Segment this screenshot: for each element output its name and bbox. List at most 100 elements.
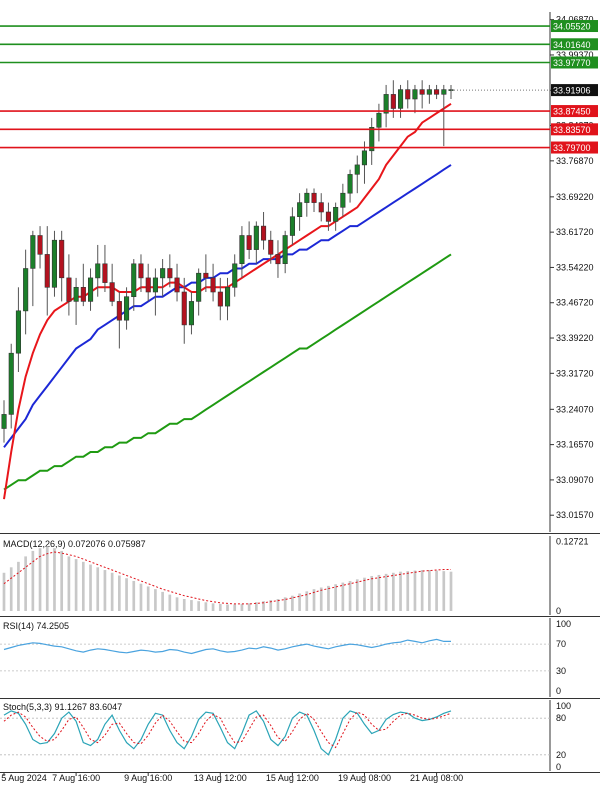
candle-body [333,207,339,222]
candle-body [433,89,440,95]
price-tick-label: 34.06870 [556,15,594,25]
candle-body [210,277,216,293]
candle-body [325,211,332,222]
candle-body [102,263,108,283]
macd-signal-line [3,551,451,605]
price-tick-label: 33.24070 [556,404,594,414]
current-price-value: 33.91906 [553,86,591,96]
support-level-tag [551,105,598,118]
candle-body [80,286,86,302]
candle-body [275,254,281,265]
stoch-axis-label: 100 [556,701,571,711]
current-price-tag [551,84,598,97]
candle-body [145,277,151,293]
price-tick-label: 33.54220 [556,262,594,272]
resistance-level-tag [551,20,598,33]
candle-body [405,89,411,100]
candle-body [1,414,7,429]
candle-body [167,268,173,279]
candle-body [44,254,50,288]
support-level-tag [551,141,598,154]
candle-body [95,263,101,279]
price-tick-label: 33.31720 [556,368,594,378]
candle-body [73,286,79,302]
price-tick-label: 33.69220 [556,192,594,202]
stoch-axis-label: 20 [556,750,566,760]
candle-body [51,239,58,288]
macd-label: MACD(12,26,9) 0.072076 0.075987 [3,539,146,549]
candle-body [160,268,166,279]
candle-body [196,272,202,302]
candle-body [304,192,310,203]
candle-body [232,263,238,288]
resistance-level-value: 34.05520 [553,22,591,32]
candle-body [289,216,296,236]
candle-body [383,94,389,114]
candle-body [297,202,303,218]
candle-body [419,89,425,95]
candlesticks [1,80,454,443]
price-tick-label: 33.01570 [556,510,594,520]
price-tick-label: 33.76870 [556,156,594,166]
candle-body [361,150,368,166]
rsi-axis-label: 70 [556,639,566,649]
rsi-panel: RSI(14) 74.2505 100 70 30 0 [0,619,571,696]
candle-body [59,239,65,279]
time-tick-label: 21 Aug 08:00 [410,773,463,783]
candle-body [246,235,252,250]
time-tick-label: 15 Aug 12:00 [266,773,319,783]
candle-body [260,225,267,241]
resistance-level-value: 34.01640 [553,40,591,50]
candle-body [369,127,375,152]
candle-body [116,301,122,321]
support-level-value: 33.83570 [553,125,591,135]
candle-body [124,296,130,321]
candle-body [426,89,432,95]
candle-body [268,239,274,255]
macd-axis-label: 0 [556,606,561,616]
candle-body [181,291,187,326]
price-tick-label: 33.09070 [556,475,594,485]
macd-axis-label: 0.12721 [556,537,589,547]
candle-body [225,286,231,307]
support-level-tag [551,123,598,136]
candle-body [88,277,94,302]
price-tick-label: 33.99370 [556,50,594,60]
candle-body [37,235,43,255]
candle-body [397,89,404,109]
candle-body [311,192,317,203]
resistance-level-tag [551,38,598,51]
stoch-label: Stoch(5,3,3) 91.1267 83.6047 [3,702,122,712]
candle-body [131,263,137,297]
price-tick-label: 33.39220 [556,333,594,343]
time-tick-label: 5 Aug 2024 [1,773,47,783]
support-resistance-levels: 34.05520 34.01640 33.97770 33.87450 33.83570… [0,20,598,154]
candle-body [30,235,36,269]
rsi-label: RSI(14) 74.2505 [3,621,69,631]
rsi-line [3,638,451,655]
candle-body [8,352,14,415]
candle-body [354,164,360,175]
stoch-axis-label: 80 [556,713,566,723]
candle-body [253,225,259,250]
macd-panel: MACD(12,26,9) 0.072076 0.075987 0.12721 0 [2,537,589,616]
stoch-panel: Stoch(5,3,3) 91.1267 83.6047 100 80 20 0 [0,701,571,772]
candle-body [174,277,180,293]
ma-slow-line [3,253,452,491]
candle-body [347,174,353,194]
support-level-value: 33.87450 [553,107,591,117]
candle-body [188,301,194,326]
price-tick-label: 33.61720 [556,227,594,237]
candle-body [282,235,288,265]
time-tick-label: 13 Aug 12:00 [194,773,247,783]
resistance-level-tag [551,56,598,69]
support-level-value: 33.79700 [553,143,591,153]
panel-frames [0,12,600,773]
stoch-axis-label: 0 [556,762,561,772]
time-tick-label: 19 Aug 08:00 [338,773,391,783]
time-axis: 5 Aug 2024 7 Aug 16:00 9 Aug 16:00 13 Aug 1… [1,772,463,783]
candle-body [15,310,22,354]
price-tick-label: 33.46720 [556,298,594,308]
